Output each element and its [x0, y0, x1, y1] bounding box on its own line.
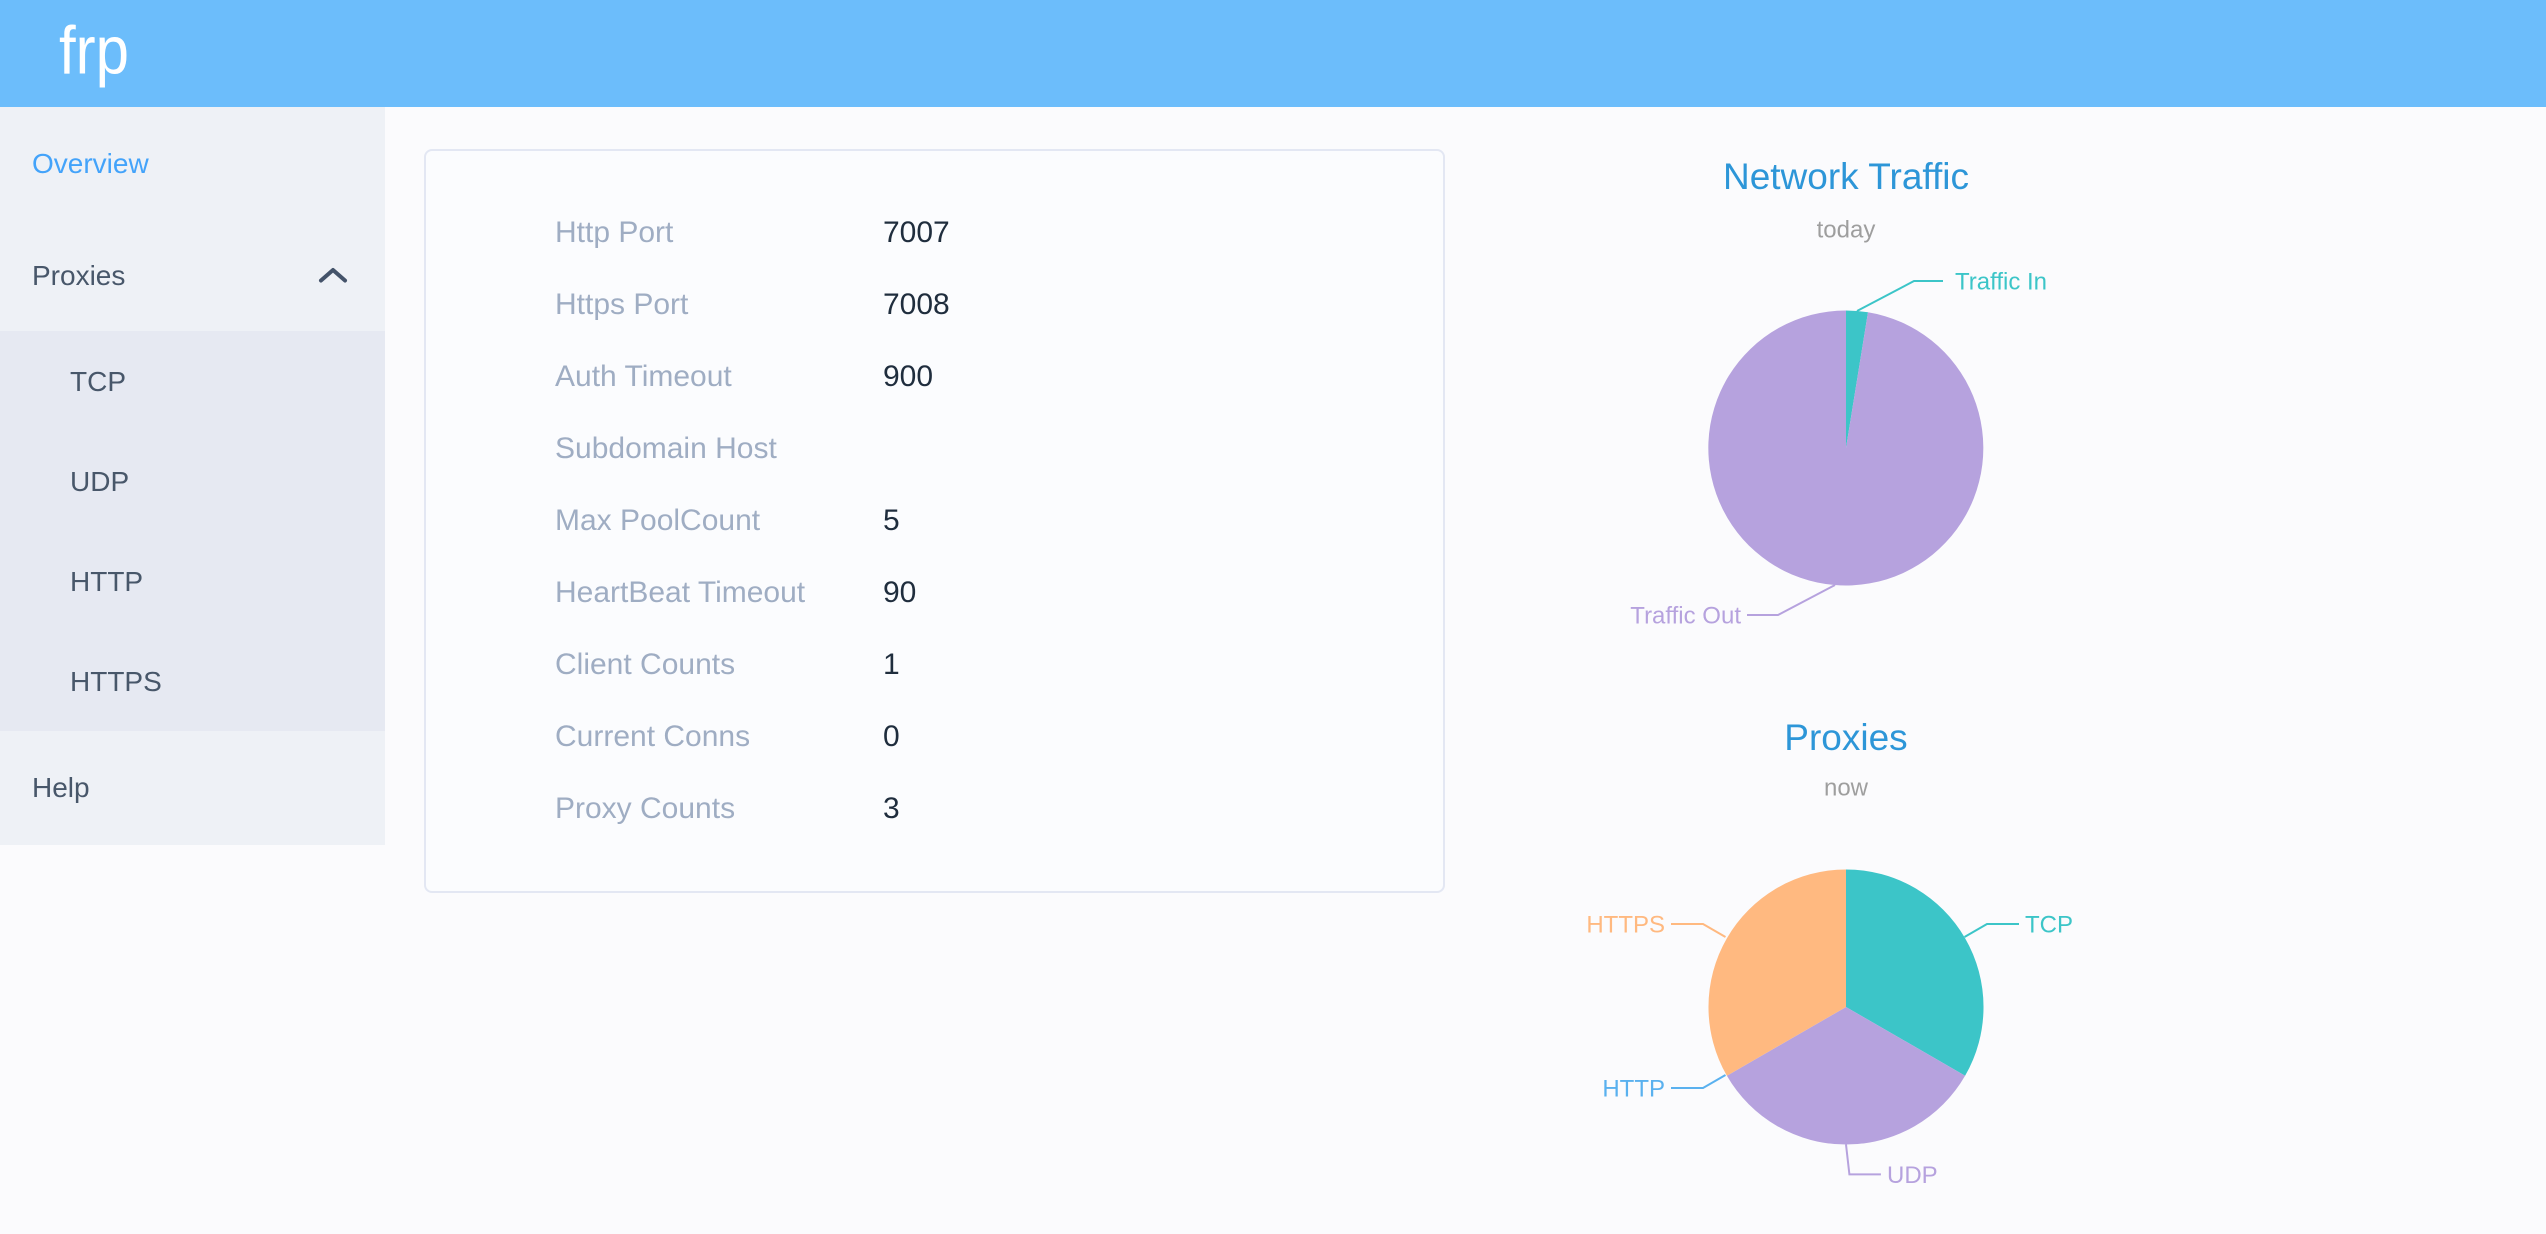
svg-text:UDP: UDP: [1887, 1162, 1938, 1189]
svg-text:Proxies: Proxies: [1784, 717, 1907, 758]
svg-text:now: now: [1824, 775, 1869, 802]
svg-text:TCP: TCP: [2025, 912, 2073, 939]
svg-text:Traffic In: Traffic In: [1955, 269, 2047, 296]
svg-text:HTTP: HTTP: [1602, 1076, 1665, 1103]
svg-text:HTTPS: HTTPS: [1586, 912, 1665, 939]
svg-text:Network Traffic: Network Traffic: [1723, 156, 1969, 197]
svg-text:today: today: [1817, 217, 1876, 244]
svg-text:Traffic Out: Traffic Out: [1630, 603, 1741, 630]
